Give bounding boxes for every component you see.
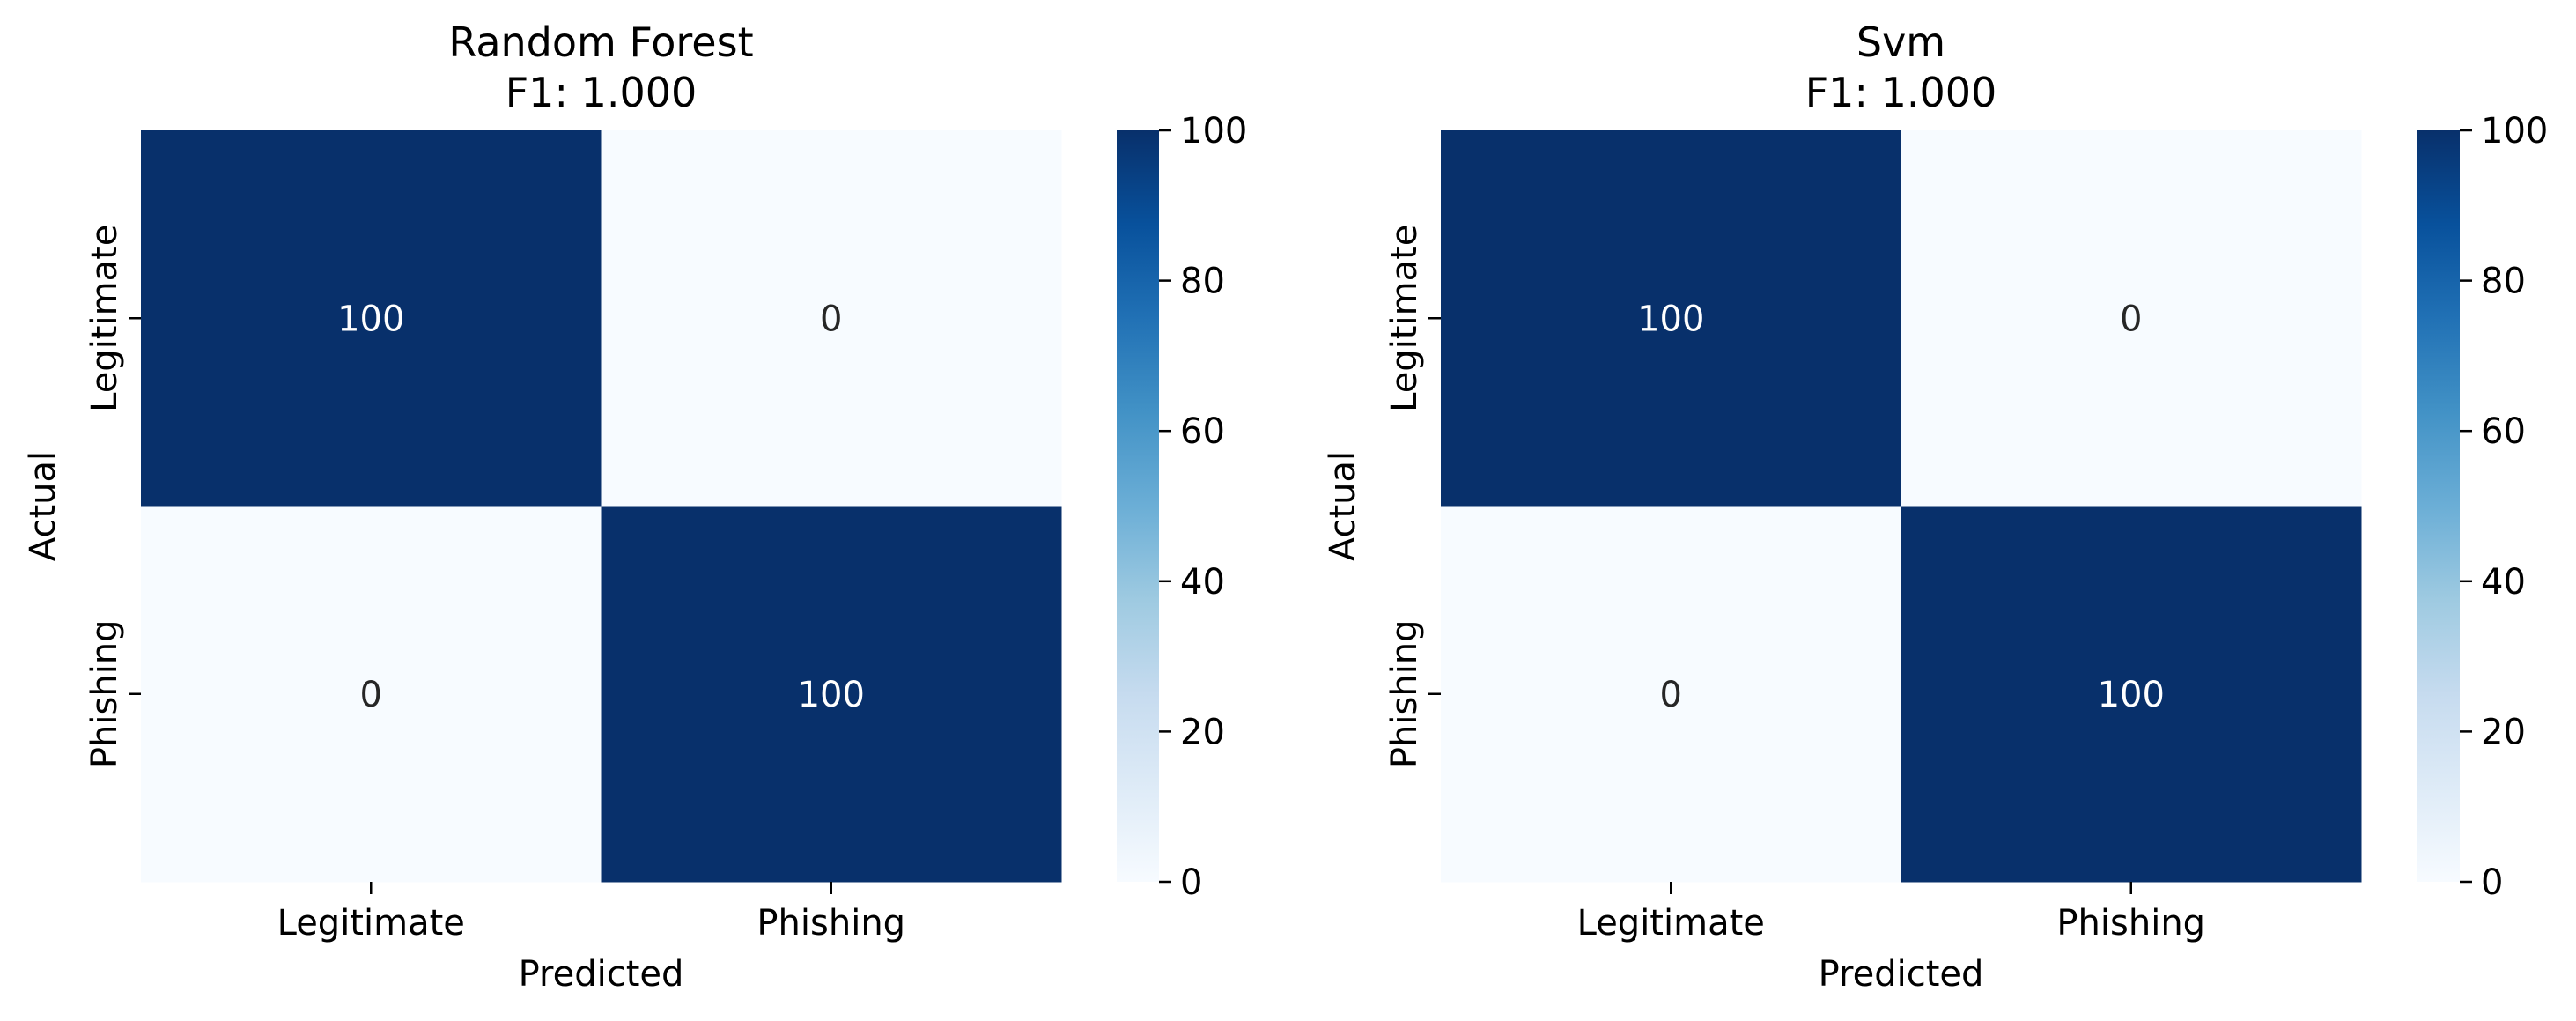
heatmap-cell [601, 506, 1062, 883]
cell-value-label: 100 [1637, 299, 1704, 339]
x-tick-label: Phishing [2056, 903, 2205, 943]
chart-subtitle: F1: 1.000 [1805, 69, 1997, 116]
heatmap-cell [1901, 506, 2362, 883]
heatmap-cell [141, 506, 602, 883]
cell-value-label: 0 [2120, 299, 2142, 339]
heatmap-cell [1441, 130, 1901, 507]
heatmap-cell [1901, 130, 2362, 507]
y-tick-label: Phishing [85, 619, 125, 768]
chart-subtitle: F1: 1.000 [506, 69, 698, 116]
cell-value-label: 0 [360, 675, 382, 715]
cell-value-label: 0 [1660, 675, 1682, 715]
colorbar-tick-label: 100 [1180, 111, 1247, 152]
colorbar-tick-label: 20 [2481, 712, 2526, 752]
x-tick-label: Legitimate [1577, 903, 1765, 943]
colorbar-tick-label: 80 [1180, 262, 1225, 302]
heatmap-cell [141, 130, 602, 507]
y-tick-label: Legitimate [85, 225, 125, 412]
cell-value-label: 0 [820, 299, 842, 339]
x-axis-label: Predicted [1819, 954, 1984, 995]
cell-value-label: 100 [337, 299, 404, 339]
x-tick-label: Phishing [757, 903, 905, 943]
chart-title: Random Forest [448, 18, 753, 66]
heatmap-cell [1441, 506, 1901, 883]
colorbar-tick-label: 60 [2481, 411, 2526, 452]
colorbar-tick-label: 40 [2481, 562, 2526, 603]
colorbar-tick-label: 80 [2481, 262, 2526, 302]
x-axis-label: Predicted [519, 954, 684, 995]
heatmap-cell [601, 130, 1062, 507]
cell-value-label: 100 [2098, 675, 2165, 715]
y-tick-label: Legitimate [1384, 225, 1425, 412]
x-tick-label: Legitimate [277, 903, 465, 943]
chart-title: Svm [1856, 18, 1945, 66]
colorbar-tick-label: 40 [1180, 562, 1225, 603]
colorbar-tick-label: 60 [1180, 411, 1225, 452]
colorbar-tick-label: 0 [2481, 862, 2503, 903]
colorbar [1117, 130, 1159, 882]
colorbar-tick-label: 20 [1180, 712, 1225, 752]
y-tick-label: Phishing [1384, 619, 1425, 768]
colorbar-tick-label: 0 [1180, 862, 1202, 903]
cell-value-label: 100 [798, 675, 865, 715]
y-axis-label: Actual [23, 451, 63, 561]
colorbar [2417, 130, 2460, 882]
y-axis-label: Actual [1323, 451, 1363, 561]
colorbar-tick-label: 100 [2481, 111, 2548, 152]
